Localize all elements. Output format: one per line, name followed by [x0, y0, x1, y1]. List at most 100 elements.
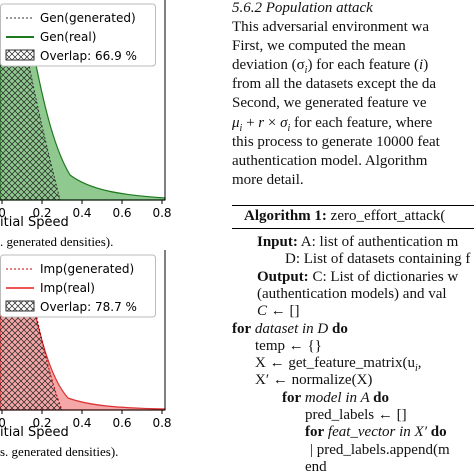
algorithm-line: for model in A do	[282, 389, 389, 407]
algorithm-line: | pred_labels.append(m	[310, 441, 450, 459]
x-tick-label: 0	[0, 206, 6, 220]
text-segment: pred_labels ← []	[305, 407, 407, 423]
density-curve	[0, 28, 61, 201]
text-segment: i	[287, 122, 291, 134]
text-segment: model in A	[301, 389, 374, 406]
text-segment: authentication model. Algorithm	[232, 152, 428, 169]
algorithm-line: (authentication models) and val	[257, 285, 447, 303]
text-segment: Input:	[257, 234, 298, 250]
text-segment: r	[258, 114, 265, 131]
algorithm-line: X ← get_feature_matrix(ui,	[255, 354, 421, 378]
x-tick-label: 0.8	[152, 416, 171, 430]
algorithm-line: D: List of datasets containing f	[285, 250, 470, 268]
text-segment: end	[305, 458, 327, 474]
x-tick-label: 0.4	[72, 416, 91, 430]
text-segment: for	[305, 424, 325, 441]
x-tick-label: 0.6	[112, 416, 131, 430]
paragraph-line: authentication model. Algorithm	[232, 152, 427, 170]
text-segment: ×	[264, 114, 281, 131]
text-segment: )	[423, 57, 429, 74]
paragraph-line: μi + r × σi for each feature, where	[232, 114, 432, 138]
legend-label: Gen(generated)	[40, 11, 136, 25]
caption: s. generated densities).	[0, 444, 118, 459]
paragraph-line: from all the datasets except the da	[232, 75, 436, 93]
algorithm-line: for dataset in D do	[232, 320, 348, 338]
paragraph-line: more detail.	[232, 171, 304, 189]
text-segment: more detail.	[232, 171, 304, 188]
text-segment: X ← get_feature_matrix(u	[255, 355, 415, 372]
text-segment: D: List of datasets containing f	[285, 251, 471, 268]
text-segment: from all the datasets except the da	[232, 76, 437, 93]
text-segment: X′ ← normalize(X)	[255, 372, 373, 389]
text-segment: dataset in D	[251, 320, 332, 337]
text-segment: i	[239, 122, 243, 134]
x-tick-label: 0.2	[32, 206, 51, 220]
section-heading: 5.6.2 Population attack	[232, 0, 373, 16]
text-segment: ,	[417, 355, 422, 372]
text-segment: for each feature, where	[290, 114, 433, 131]
text-segment: C	[257, 303, 268, 320]
x-tick-label: 0.8	[152, 206, 171, 220]
text-segment: (authentication models) and val	[257, 285, 447, 302]
algorithm-line: Output: C: List of dictionaries w	[257, 268, 458, 286]
legend-label: Overlap: 66.9 %	[40, 49, 137, 63]
text-segment: Output:	[257, 268, 309, 285]
legend-swatch	[5, 49, 35, 61]
paragraph-line: This adversarial environment wa	[232, 18, 429, 36]
algorithm-label: Algorithm 1:	[244, 208, 327, 224]
text-segment: First, we computed the mean	[232, 38, 406, 55]
x-tick-label: 0	[0, 416, 6, 430]
overlap-area	[0, 28, 60, 200]
rule	[232, 228, 474, 229]
text-segment: μ	[232, 114, 240, 131]
text-segment: Second, we generated feature ve	[232, 95, 427, 112]
text-segment: i	[414, 363, 418, 375]
rule	[232, 205, 474, 206]
algorithm-line: temp ← {}	[255, 337, 322, 355]
algorithm-line: for feat_vector in X′ do	[305, 423, 447, 441]
legend-label: Imp(generated)	[40, 262, 134, 276]
algorithm-line: pred_labels ← []	[305, 406, 407, 424]
legend-label: Overlap: 78.7 %	[40, 300, 137, 314]
algorithm-line: C ← []	[257, 302, 300, 320]
text-segment: i	[304, 65, 308, 77]
density-curve	[0, 263, 63, 411]
text-segment: do	[332, 320, 348, 337]
text-segment: do	[373, 389, 389, 406]
figures: Gen(generated) Gen(real) Overlap: 66.9 %…	[0, 0, 172, 459]
x-tick-label: 0.2	[32, 416, 51, 430]
legend	[0, 254, 156, 318]
algorithm-line: end	[305, 458, 327, 474]
text-segment: C: List of dictionaries w	[308, 268, 459, 285]
legend	[0, 3, 156, 67]
x-axis-label: itial Speed	[0, 425, 69, 440]
text-segment: σ	[280, 114, 288, 131]
text-segment: deviation (σ	[232, 57, 305, 74]
x-axis-label: itial Speed	[0, 215, 69, 230]
text-segment: A: list of authentication m	[297, 234, 459, 250]
paragraph-line: First, we computed the mean	[232, 37, 406, 55]
algorithm-title: Algorithm 1: zero_effort_attack(	[244, 207, 445, 225]
text-segment: this process to generate 10000 feat	[232, 133, 440, 150]
caption: . generated densities).	[0, 234, 113, 249]
algorithm-line: X′ ← normalize(X)	[255, 371, 372, 389]
text-segment: This adversarial environment wa	[232, 19, 430, 35]
text-segment: ← []	[267, 303, 300, 320]
text-segment: for	[282, 389, 302, 406]
legend-label: Gen(real)	[40, 30, 96, 44]
algorithm-line: Input: A: list of authentication m	[257, 233, 458, 251]
algorithm-name: zero_effort_attack(	[326, 208, 446, 224]
text-segment: +	[242, 114, 259, 131]
legend-swatch	[5, 300, 35, 312]
x-tick-label: 0.6	[112, 206, 131, 220]
paragraph-line: deviation (σi) for each feature (i)	[232, 56, 428, 80]
legend-label: Imp(real)	[40, 281, 95, 295]
text-segment: do	[430, 424, 447, 441]
paragraph-line: Second, we generated feature ve	[232, 94, 426, 112]
text-segment: | pred_labels.append(m	[310, 441, 450, 458]
text-segment: for	[232, 320, 252, 337]
text-segment: ) for each feature (	[307, 57, 420, 74]
x-tick-label: 0.4	[72, 206, 91, 220]
text-segment: feat_vector in X′	[324, 424, 431, 441]
